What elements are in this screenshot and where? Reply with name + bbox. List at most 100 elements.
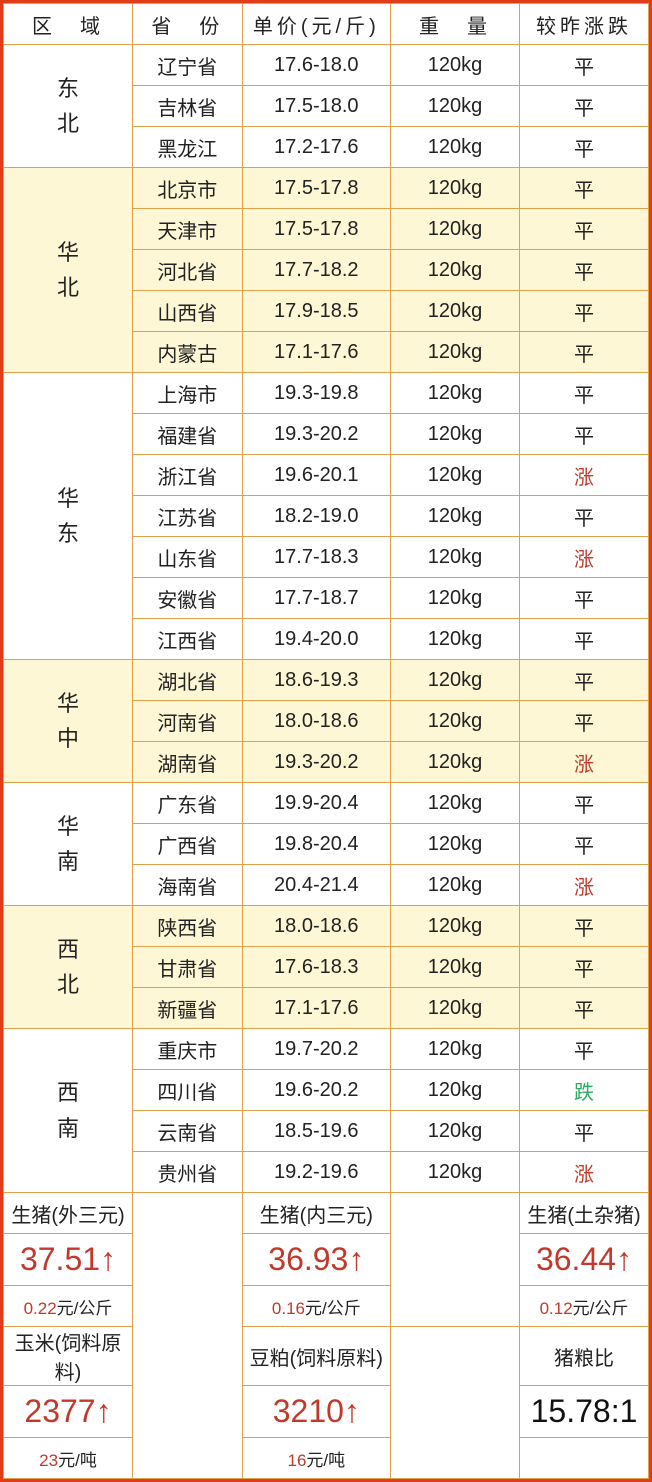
price-cell: 18.5-19.6 <box>242 1111 390 1152</box>
weight-cell: 120kg <box>390 824 519 865</box>
summary-ratio-value: 15.78:1 <box>519 1386 648 1438</box>
price-cell: 20.4-21.4 <box>242 865 390 906</box>
province-cell: 安徽省 <box>133 578 243 619</box>
province-cell: 吉林省 <box>133 86 243 127</box>
summary-blank <box>390 1193 519 1327</box>
summary-soy-delta: 16元/吨 <box>242 1438 390 1479</box>
price-cell: 18.2-19.0 <box>242 496 390 537</box>
weight-cell: 120kg <box>390 865 519 906</box>
province-cell: 海南省 <box>133 865 243 906</box>
trend-cell: 平 <box>519 86 648 127</box>
price-cell: 18.6-19.3 <box>242 660 390 701</box>
summary-row-4: 玉米(饲料原料)豆粕(饲料原料)猪粮比 <box>4 1327 649 1386</box>
summary-pig-mix-label: 生猪(土杂猪) <box>519 1193 648 1234</box>
province-cell: 北京市 <box>133 168 243 209</box>
trend-cell: 平 <box>519 496 648 537</box>
weight-cell: 120kg <box>390 127 519 168</box>
trend-cell: 平 <box>519 1111 648 1152</box>
table-row: 华中湖北省18.6-19.3120kg平 <box>4 660 649 701</box>
trend-cell: 涨 <box>519 742 648 783</box>
price-cell: 17.5-17.8 <box>242 209 390 250</box>
trend-cell: 平 <box>519 660 648 701</box>
region-cell: 东北 <box>4 45 133 168</box>
weight-cell: 120kg <box>390 496 519 537</box>
price-cell: 17.5-18.0 <box>242 86 390 127</box>
trend-cell: 跌 <box>519 1070 648 1111</box>
province-cell: 浙江省 <box>133 455 243 496</box>
province-cell: 四川省 <box>133 1070 243 1111</box>
summary-blank <box>133 1193 243 1479</box>
price-cell: 18.0-18.6 <box>242 701 390 742</box>
weight-cell: 120kg <box>390 701 519 742</box>
trend-cell: 平 <box>519 291 648 332</box>
province-cell: 河南省 <box>133 701 243 742</box>
weight-cell: 120kg <box>390 1070 519 1111</box>
trend-cell: 平 <box>519 947 648 988</box>
weight-cell: 120kg <box>390 1152 519 1193</box>
province-cell: 云南省 <box>133 1111 243 1152</box>
province-cell: 新疆省 <box>133 988 243 1029</box>
province-cell: 山东省 <box>133 537 243 578</box>
summary-pig-out-delta: 0.22元/公斤 <box>4 1286 133 1327</box>
price-cell: 17.7-18.2 <box>242 250 390 291</box>
price-cell: 17.6-18.0 <box>242 45 390 86</box>
summary-soy-value: 3210↑ <box>242 1386 390 1438</box>
price-cell: 17.6-18.3 <box>242 947 390 988</box>
summary-pig-out-value: 37.51↑ <box>4 1234 133 1286</box>
table-row: 华东上海市19.3-19.8120kg平 <box>4 373 649 414</box>
weight-cell: 120kg <box>390 332 519 373</box>
summary-ratio-label: 猪粮比 <box>519 1327 648 1386</box>
region-cell: 华东 <box>4 373 133 660</box>
price-table: 区 域 省 份 单价(元/斤) 重 量 较昨涨跌 东北辽宁省17.6-18.01… <box>3 3 649 1479</box>
weight-cell: 120kg <box>390 742 519 783</box>
trend-cell: 平 <box>519 168 648 209</box>
header-weight: 重 量 <box>390 4 519 45</box>
table-row: 西南重庆市19.7-20.2120kg平 <box>4 1029 649 1070</box>
price-cell: 19.8-20.4 <box>242 824 390 865</box>
weight-cell: 120kg <box>390 250 519 291</box>
summary-pig-mix-value: 36.44↑ <box>519 1234 648 1286</box>
trend-cell: 平 <box>519 209 648 250</box>
price-cell: 19.6-20.1 <box>242 455 390 496</box>
price-cell: 17.7-18.3 <box>242 537 390 578</box>
province-cell: 黑龙江 <box>133 127 243 168</box>
trend-cell: 平 <box>519 619 648 660</box>
trend-cell: 涨 <box>519 537 648 578</box>
header-province: 省 份 <box>133 4 243 45</box>
trend-cell: 平 <box>519 988 648 1029</box>
summary-pig-mix-delta: 0.12元/公斤 <box>519 1286 648 1327</box>
table-row: 西北陕西省18.0-18.6120kg平 <box>4 906 649 947</box>
price-cell: 17.7-18.7 <box>242 578 390 619</box>
table-row: 东北辽宁省17.6-18.0120kg平 <box>4 45 649 86</box>
table-row: 华北北京市17.5-17.8120kg平 <box>4 168 649 209</box>
province-cell: 贵州省 <box>133 1152 243 1193</box>
province-cell: 江西省 <box>133 619 243 660</box>
trend-cell: 涨 <box>519 865 648 906</box>
summary-pig-in-label: 生猪(内三元) <box>242 1193 390 1234</box>
price-cell: 19.2-19.6 <box>242 1152 390 1193</box>
region-cell: 华北 <box>4 168 133 373</box>
summary-blank <box>519 1438 648 1479</box>
weight-cell: 120kg <box>390 1029 519 1070</box>
table-row: 华南广东省19.9-20.4120kg平 <box>4 783 649 824</box>
province-cell: 山西省 <box>133 291 243 332</box>
price-table-wrap: 区 域 省 份 单价(元/斤) 重 量 较昨涨跌 东北辽宁省17.6-18.01… <box>0 0 652 1482</box>
trend-cell: 平 <box>519 783 648 824</box>
trend-cell: 平 <box>519 332 648 373</box>
weight-cell: 120kg <box>390 455 519 496</box>
province-cell: 陕西省 <box>133 906 243 947</box>
province-cell: 甘肃省 <box>133 947 243 988</box>
province-cell: 天津市 <box>133 209 243 250</box>
province-cell: 湖南省 <box>133 742 243 783</box>
region-cell: 华南 <box>4 783 133 906</box>
region-cell: 西南 <box>4 1029 133 1193</box>
price-cell: 17.9-18.5 <box>242 291 390 332</box>
summary-row-6: 23元/吨16元/吨 <box>4 1438 649 1479</box>
province-cell: 河北省 <box>133 250 243 291</box>
weight-cell: 120kg <box>390 537 519 578</box>
province-cell: 福建省 <box>133 414 243 455</box>
province-cell: 上海市 <box>133 373 243 414</box>
price-cell: 19.3-19.8 <box>242 373 390 414</box>
price-cell: 19.4-20.0 <box>242 619 390 660</box>
weight-cell: 120kg <box>390 906 519 947</box>
